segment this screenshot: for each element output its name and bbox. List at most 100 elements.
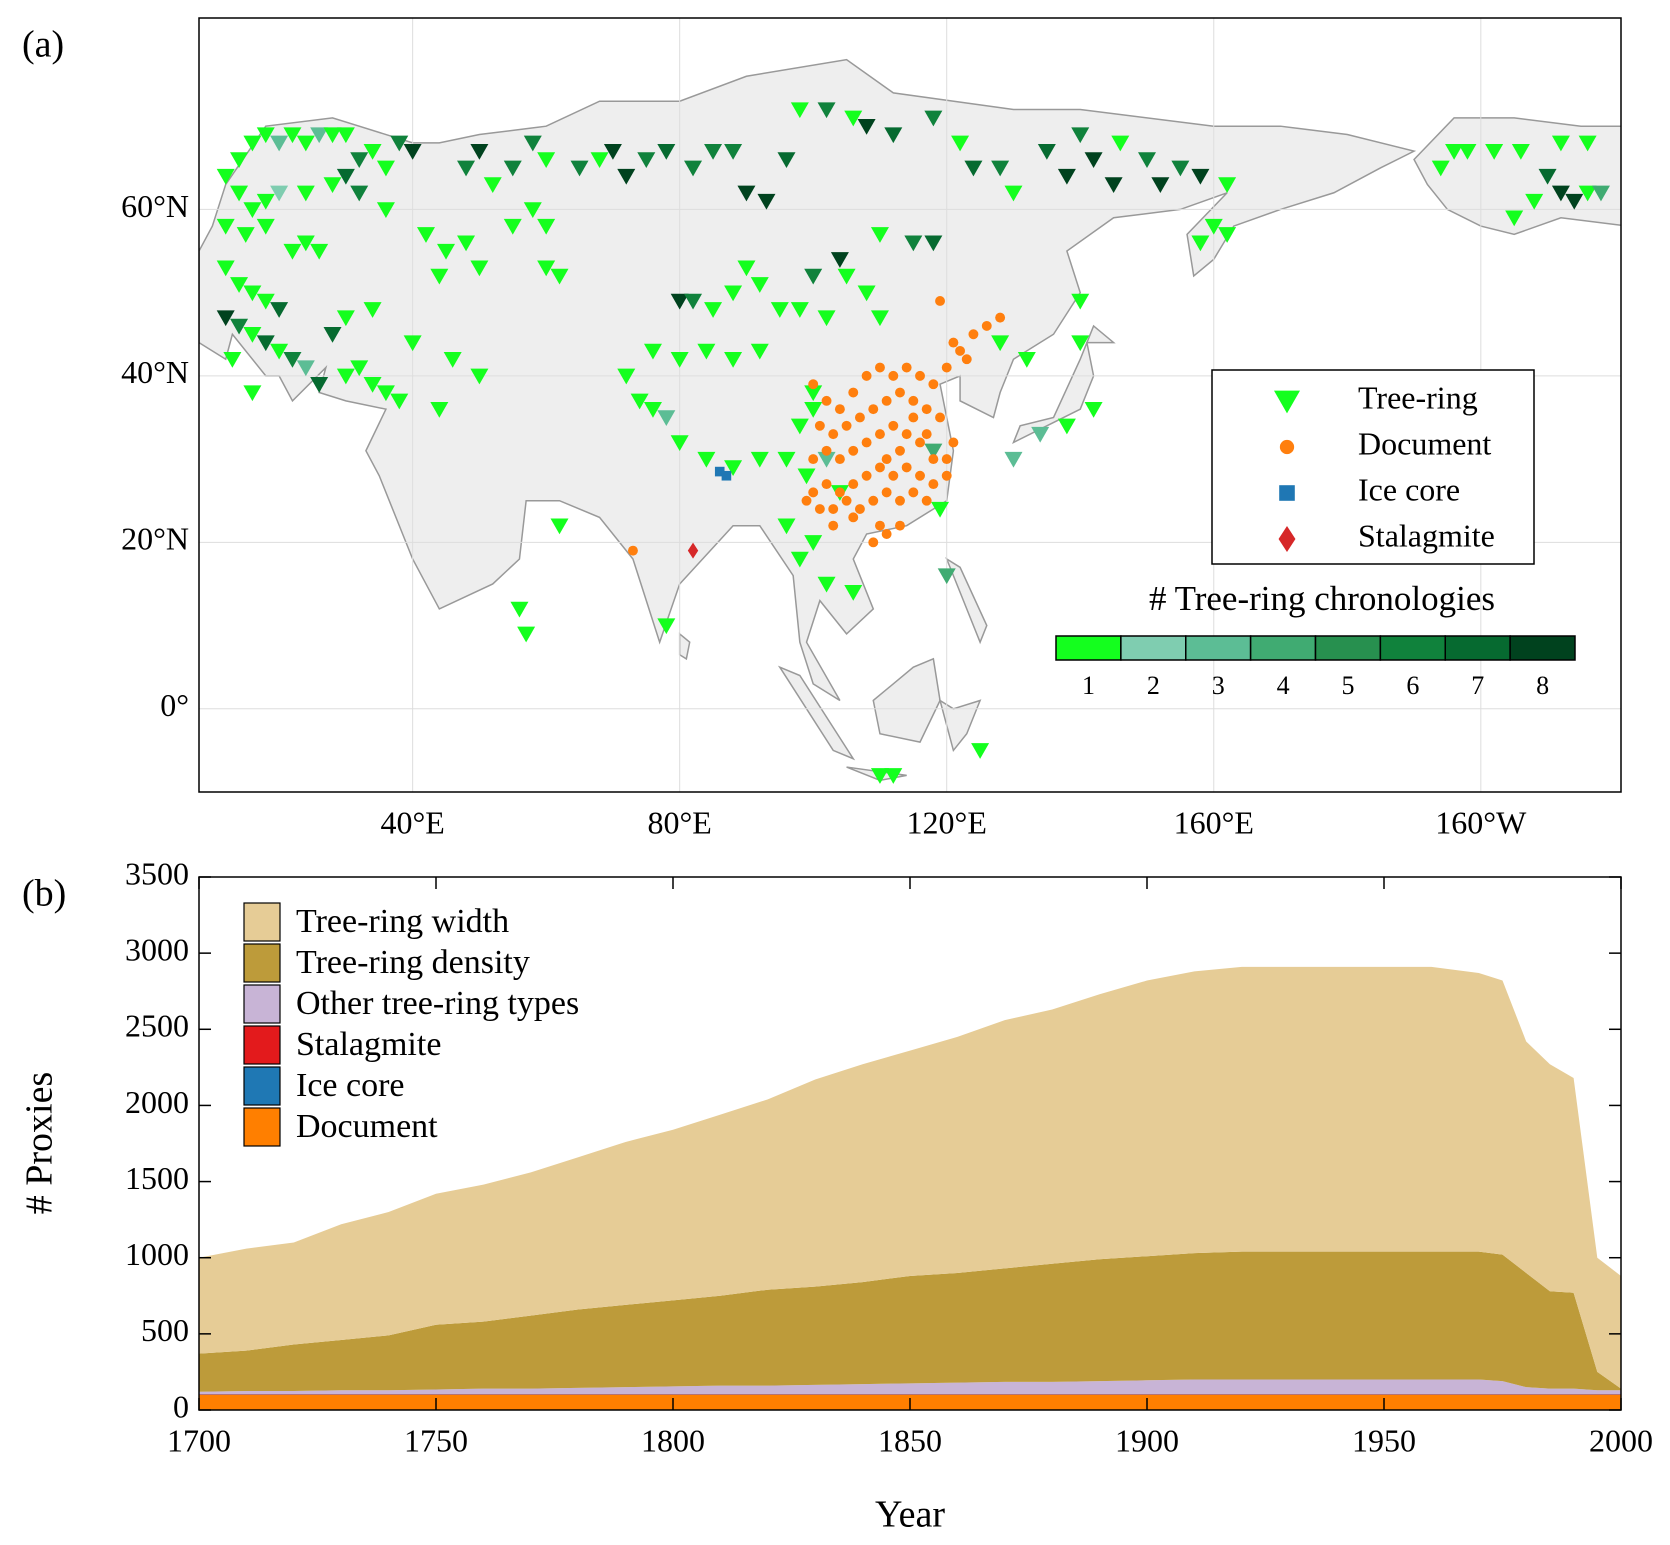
land <box>199 60 1621 781</box>
tree-ring-site <box>283 127 302 144</box>
x-tick-label: 40°E <box>380 804 444 840</box>
tree-ring-site <box>230 318 249 335</box>
tree-ring-site <box>750 451 769 468</box>
tree-ring-site <box>296 135 315 152</box>
tree-ring-site <box>724 285 743 302</box>
proxy-site <box>901 462 912 473</box>
tree-ring-site <box>817 102 836 119</box>
tree-ring-site <box>724 460 743 476</box>
tree-ring-site <box>617 168 636 185</box>
proxy-site <box>895 445 905 456</box>
y-tick-label: 3500 <box>125 855 189 891</box>
tree-ring-site <box>256 335 275 352</box>
proxy-site <box>881 529 892 539</box>
proxy-site <box>861 437 872 448</box>
x-tick-label: 1700 <box>167 1422 231 1458</box>
tree-ring-site <box>570 160 589 177</box>
tree-ring-site <box>937 568 956 585</box>
tree-ring-site <box>804 535 823 551</box>
tree-ring-site <box>670 293 689 310</box>
legend-marker <box>1279 439 1295 455</box>
tree-ring-site <box>523 135 542 152</box>
legend-label: Ice core <box>1358 471 1460 507</box>
colorbar-cell <box>1379 635 1446 661</box>
proxy-site <box>921 404 932 415</box>
tree-ring-site <box>724 143 743 160</box>
tree-ring-site <box>1004 451 1023 468</box>
tree-ring-site <box>643 401 662 418</box>
proxy-site <box>875 429 885 440</box>
tree-ring-site <box>817 310 836 327</box>
tree-ring-site <box>1171 160 1190 177</box>
tree-ring-site <box>670 352 689 368</box>
tree-ring-site <box>1111 135 1130 152</box>
sulawesi <box>940 700 980 750</box>
tree-ring-site <box>1037 143 1056 160</box>
proxy-site <box>948 337 959 348</box>
tree-ring-site <box>790 102 809 119</box>
tree-ring-site <box>430 401 449 418</box>
proxy-site <box>808 454 819 465</box>
tree-ring-site <box>837 268 856 285</box>
tree-ring-site <box>657 410 676 427</box>
tree-ring-site <box>1017 352 1036 368</box>
y-tick-label: 0° <box>160 687 189 723</box>
tree-ring-site <box>296 235 315 252</box>
legend-swatch <box>243 1025 281 1065</box>
tree-ring-site <box>657 618 676 635</box>
proxy-site <box>828 429 839 440</box>
tree-ring-site <box>1591 185 1610 202</box>
proxy-site <box>687 542 699 559</box>
legend-label: Tree-ring width <box>296 903 509 940</box>
proxy-site <box>928 454 939 465</box>
tree-ring-site <box>470 368 489 385</box>
proxy-site <box>921 429 932 440</box>
tree-ring-site <box>256 293 275 310</box>
proxy-site <box>955 345 966 356</box>
tree-ring-site <box>270 302 289 318</box>
y-tick-label: 2500 <box>125 1008 189 1044</box>
legend-label: Other tree-ring types <box>296 985 579 1022</box>
tree-ring-site <box>884 127 903 144</box>
tree-ring-site <box>510 601 529 618</box>
tree-ring-site <box>991 335 1010 352</box>
tree-ring-site <box>483 177 502 194</box>
tree-ring-site <box>697 343 716 360</box>
proxy-site <box>915 470 925 481</box>
legend-swatch <box>243 1066 281 1106</box>
tree-ring-site <box>1084 401 1103 418</box>
tree-ring-site <box>804 268 823 285</box>
plot-frame <box>198 876 1622 1411</box>
tree-ring-site <box>1057 418 1076 435</box>
tree-ring-site <box>670 435 689 452</box>
proxy-site <box>908 395 919 406</box>
tree-ring-site <box>437 243 456 260</box>
alaska <box>1414 118 1621 235</box>
tree-ring-site <box>637 152 656 169</box>
tree-ring-site <box>216 168 235 185</box>
proxy-site <box>935 412 945 423</box>
borneo <box>873 659 940 742</box>
legend-label: Ice core <box>296 1067 405 1104</box>
proxy-site <box>901 362 912 373</box>
stacked-area <box>199 1251 1621 1392</box>
y-axis-label: # Proxies <box>19 1072 61 1215</box>
tree-ring-site <box>857 118 876 135</box>
tree-ring-site <box>216 260 235 277</box>
legend-label: Stalagmite <box>1358 517 1495 553</box>
proxy-site <box>828 520 839 531</box>
proxy-site <box>881 395 892 406</box>
tree-ring-site <box>1445 143 1464 160</box>
tree-ring-site <box>777 518 796 535</box>
colorbar-cell <box>1120 635 1187 661</box>
tree-ring-site <box>323 327 342 343</box>
tree-ring-site <box>870 227 889 243</box>
tree-ring-site <box>971 743 990 759</box>
tree-ring-site <box>1218 177 1237 194</box>
tree-ring-site <box>870 768 889 784</box>
tree-ring-site <box>1538 168 1557 185</box>
y-tick-label: 1000 <box>125 1236 189 1272</box>
tree-ring-site <box>1104 177 1123 194</box>
tree-ring-site <box>256 193 275 210</box>
x-tick-label: 120°E <box>907 804 987 840</box>
